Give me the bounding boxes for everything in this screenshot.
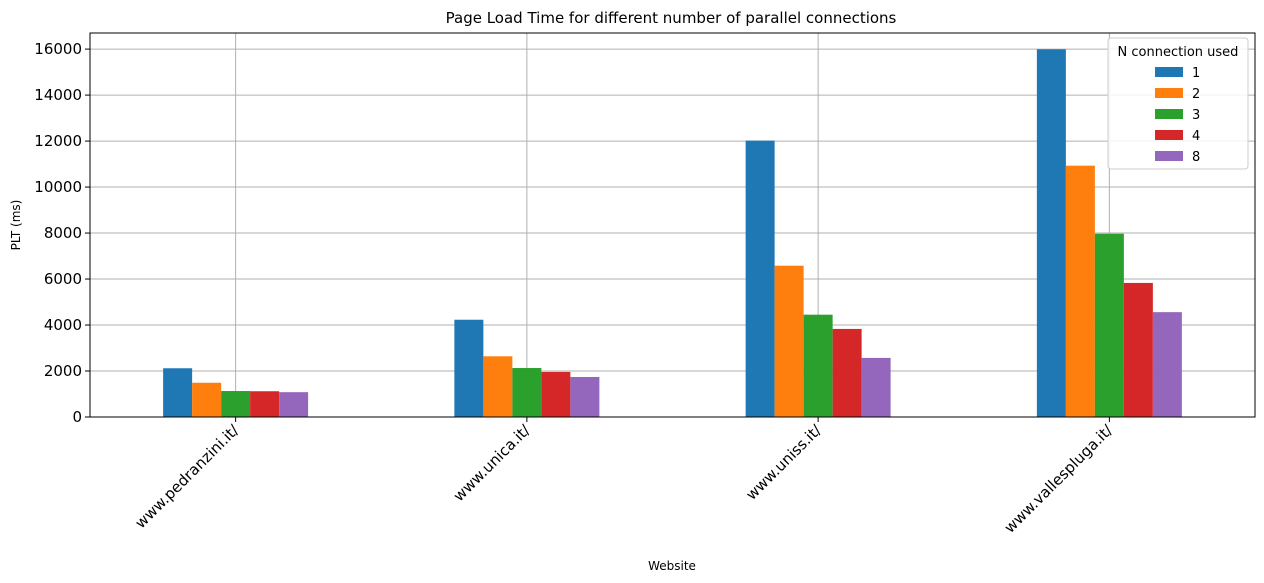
x-tick-label: www.vallespluga.it/: [1001, 420, 1117, 536]
bar-4-1: [541, 371, 571, 417]
y-tick-label: 0: [72, 408, 82, 426]
legend-box: [1107, 37, 1249, 170]
y-tick-label: 8000: [44, 224, 82, 242]
bar-1-1: [454, 319, 484, 417]
bar-8-2: [861, 357, 891, 417]
bar-1-3: [1036, 49, 1066, 418]
bar-4-3: [1123, 282, 1153, 417]
bar-2-3: [1065, 165, 1095, 417]
bar-2-2: [774, 265, 804, 417]
x-tick-label: www.pedranzini.it/: [131, 420, 243, 532]
bar-8-0: [279, 392, 309, 417]
x-tick-label: www.unica.it/: [450, 420, 535, 505]
x-axis-ticks: www.pedranzini.it/www.unica.it/www.uniss…: [131, 417, 1117, 537]
bar-1-2: [745, 140, 775, 417]
x-axis-label: Website: [648, 559, 696, 573]
y-axis-label: PLT (ms): [9, 200, 23, 251]
grid-lines: [90, 33, 1255, 418]
bars: [163, 49, 1182, 418]
legend: N connection used 1 2 3 4 8: [1107, 37, 1249, 170]
legend-label-2: 2: [1192, 87, 1200, 102]
legend-label-1: 1: [1192, 66, 1200, 81]
bar-1-0: [163, 368, 193, 417]
y-tick-label: 14000: [34, 86, 82, 104]
x-tick-label: www.uniss.it/: [742, 420, 825, 503]
bar-3-0: [221, 391, 251, 417]
legend-swatch-4: [1155, 130, 1183, 140]
legend-label-4: 4: [1192, 129, 1200, 144]
bar-4-2: [832, 328, 862, 417]
legend-swatch-2: [1155, 88, 1183, 98]
bar-8-3: [1152, 312, 1182, 417]
bar-2-0: [192, 382, 222, 417]
bar-3-2: [803, 314, 833, 417]
legend-label-8: 8: [1192, 150, 1200, 165]
legend-swatch-1: [1155, 67, 1183, 77]
bar-2-1: [483, 356, 513, 417]
y-tick-label: 12000: [34, 132, 82, 150]
y-tick-label: 16000: [34, 40, 82, 58]
y-tick-label: 4000: [44, 316, 82, 334]
y-axis-ticks: 0 2000 4000 6000 8000 10000 12000 14000 16000: [34, 40, 90, 426]
bar-4-0: [250, 391, 280, 417]
bar-8-1: [570, 376, 600, 417]
legend-title: N connection used: [1118, 45, 1239, 60]
y-tick-label: 2000: [44, 362, 82, 380]
plot-frame: [89, 32, 1256, 418]
legend-swatch-3: [1155, 109, 1183, 119]
bar-3-3: [1094, 233, 1124, 417]
legend-label-3: 3: [1192, 108, 1200, 123]
y-tick-label: 10000: [34, 178, 82, 196]
y-tick-label: 6000: [44, 270, 82, 288]
bar-3-1: [512, 368, 542, 417]
chart-title: Page Load Time for different number of p…: [446, 9, 897, 27]
legend-swatch-8: [1155, 151, 1183, 161]
legend-items: 1 2 3 4 8: [1155, 66, 1200, 165]
